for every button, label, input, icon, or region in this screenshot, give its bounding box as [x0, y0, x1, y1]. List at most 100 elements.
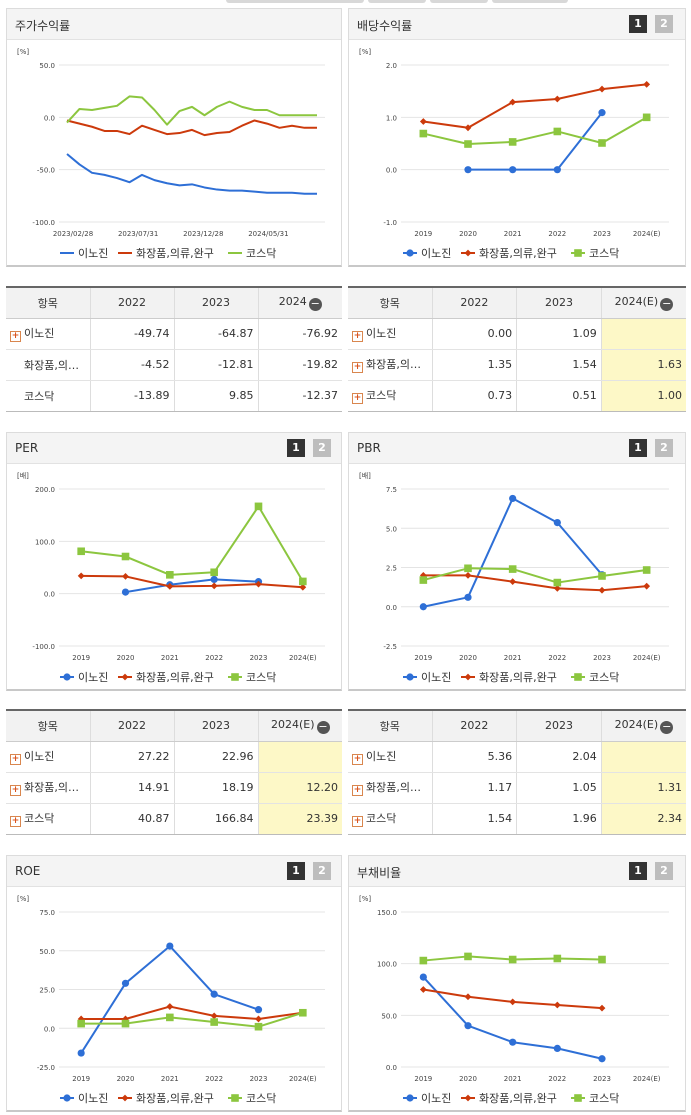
top-tab[interactable] — [430, 0, 488, 3]
legend-label: 이노진 — [421, 1092, 451, 1105]
legend-item: 화장품,의류,완구 — [118, 247, 214, 260]
legend-item: 화장품,의류,완구 — [461, 247, 557, 260]
data-point — [406, 249, 414, 257]
page-1-button[interactable]: 1 — [629, 862, 647, 880]
estimate-cell: 1.31 — [600, 772, 686, 804]
data-point — [464, 1094, 472, 1102]
data-point — [210, 575, 218, 584]
data-point — [210, 990, 218, 998]
cell-value: 27.22 — [89, 741, 174, 773]
data-point — [419, 603, 427, 611]
series-group — [77, 942, 263, 1057]
row-name: 이노진 — [24, 750, 55, 763]
legend-label: 이노진 — [78, 247, 108, 260]
table-row: + 화장품,의… 1.35 1.54 1.63 — [348, 349, 686, 381]
pbr-chart: [배] 7.5 5.0 2.5 0.0 -2.5 2019 2020 2021 2022 2023 2… — [359, 471, 669, 684]
legend-item: 코스닥 — [228, 671, 276, 684]
panel-header: 주가수익률 — [7, 9, 341, 40]
cell-value: 22.96 — [173, 741, 258, 773]
legend-item: 이노진 — [403, 671, 451, 684]
page-2-button[interactable]: 2 — [313, 862, 331, 880]
estimate-cell: 1.63 — [600, 349, 686, 381]
series-group — [419, 973, 606, 1063]
data-point — [553, 578, 562, 587]
page-1-button[interactable]: 1 — [629, 439, 647, 457]
panel-header: ROE 1 2 — [7, 856, 341, 887]
col-header: 항목 — [348, 711, 432, 742]
data-point — [210, 1018, 218, 1026]
page-2-button[interactable]: 2 — [313, 439, 331, 457]
table-row: 코스닥 -13.89 9.85 -12.37 — [6, 380, 342, 411]
unit-label: [배] — [359, 471, 371, 480]
cell-value: 40.87 — [89, 803, 174, 834]
cell-value: -13.89 — [89, 380, 174, 411]
data-point — [419, 973, 427, 981]
y-tick-label: 0.0 — [44, 591, 55, 599]
page-2-button[interactable]: 2 — [655, 439, 673, 457]
collapse-icon[interactable]: − — [660, 296, 674, 311]
legend-item: 화장품,의류,완구 — [461, 671, 557, 684]
cell-value: 1.17 — [431, 772, 517, 804]
collapse-icon[interactable]: − — [316, 719, 330, 734]
expand-icon[interactable]: + — [10, 816, 21, 828]
table-row: + 이노진 27.22 22.96 — [6, 741, 342, 773]
top-tab[interactable] — [492, 0, 568, 3]
page-1-button[interactable]: 1 — [287, 862, 305, 880]
expand-icon[interactable]: + — [352, 754, 363, 765]
data-point — [464, 952, 472, 961]
panel-header: 배당수익률 1 2 — [349, 9, 685, 40]
series-group — [66, 119, 317, 137]
row-name: 화장품,의… — [24, 358, 79, 372]
col-header: 2023 — [516, 711, 602, 742]
data-point — [166, 1003, 174, 1010]
data-point — [121, 1019, 130, 1028]
top-tab[interactable] — [226, 0, 364, 3]
x-tick-label: 2024(E) — [633, 1075, 661, 1083]
data-point — [643, 582, 651, 590]
legend-item: 코스닥 — [571, 671, 619, 684]
data-point — [255, 580, 262, 588]
data-point — [509, 1038, 517, 1046]
data-point — [299, 1008, 307, 1017]
expand-icon[interactable]: + — [10, 331, 21, 342]
legend-item: 화장품,의류,완구 — [118, 671, 214, 684]
page-1-button[interactable]: 1 — [629, 15, 647, 33]
expand-icon[interactable]: + — [352, 393, 363, 405]
panel-title: 부채비율 — [357, 866, 402, 880]
y-tick-label: 1.0 — [386, 114, 397, 122]
cell-value: -4.52 — [89, 349, 174, 381]
data-point — [299, 583, 307, 591]
row-name: 이노진 — [366, 750, 397, 763]
y-tick-label: 5.0 — [386, 525, 397, 533]
legend-label: 코스닥 — [246, 1092, 276, 1105]
page-2-button[interactable]: 2 — [655, 15, 673, 33]
col-header: 2023 — [173, 288, 258, 319]
expand-icon[interactable]: + — [352, 362, 363, 373]
data-point — [642, 566, 651, 574]
row-name-cell: + 코스닥 — [6, 803, 90, 834]
cell-value: 1.35 — [431, 349, 517, 381]
expand-icon[interactable]: + — [352, 785, 363, 796]
expand-icon[interactable]: + — [352, 816, 363, 828]
row-name-cell: + 화장품,의… — [348, 349, 432, 381]
legend-label: 화장품,의류,완구 — [479, 247, 557, 260]
data-point — [464, 166, 472, 174]
data-point — [210, 1012, 218, 1020]
page-1-button[interactable]: 1 — [287, 439, 305, 457]
page-2-button[interactable]: 2 — [655, 862, 673, 880]
unit-label: [%] — [359, 48, 371, 56]
x-tick-label: 2021 — [504, 1075, 522, 1083]
expand-icon[interactable]: + — [10, 785, 21, 796]
data-point — [553, 127, 562, 136]
data-point — [464, 993, 472, 1001]
cell-value: 1.09 — [516, 318, 602, 350]
collapse-icon[interactable]: − — [308, 296, 322, 311]
expand-icon[interactable]: + — [352, 331, 363, 342]
expand-icon[interactable]: + — [10, 754, 21, 765]
top-tab[interactable] — [368, 0, 426, 3]
cell-value: -64.87 — [173, 318, 258, 350]
collapse-icon[interactable]: − — [660, 719, 674, 734]
col-header: 2022 — [89, 711, 174, 742]
data-point — [464, 673, 472, 681]
data-point — [63, 1094, 71, 1102]
